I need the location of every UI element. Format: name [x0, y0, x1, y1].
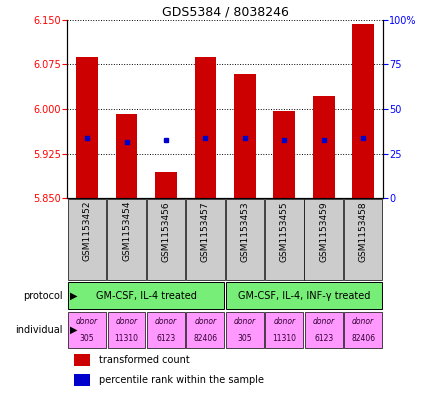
Text: GSM1153453: GSM1153453 — [240, 201, 249, 262]
Text: 11310: 11310 — [114, 334, 138, 343]
Bar — [264, 199, 303, 280]
Bar — [68, 283, 224, 309]
Text: GSM1153459: GSM1153459 — [319, 201, 327, 262]
Text: GSM1153454: GSM1153454 — [122, 201, 131, 261]
Text: ▶: ▶ — [69, 325, 77, 335]
Bar — [233, 75, 255, 198]
Bar — [265, 312, 302, 348]
Bar — [107, 312, 145, 348]
Bar — [155, 172, 176, 198]
Bar — [74, 354, 89, 366]
Text: 82406: 82406 — [193, 334, 217, 343]
Text: transformed count: transformed count — [99, 355, 189, 365]
Text: individual: individual — [16, 325, 63, 335]
Text: GM-CSF, IL-4, INF-γ treated: GM-CSF, IL-4, INF-γ treated — [237, 291, 369, 301]
Bar — [186, 199, 224, 280]
Bar — [343, 312, 381, 348]
Bar — [273, 111, 294, 198]
Bar — [186, 312, 224, 348]
Bar — [343, 199, 381, 280]
Text: 305: 305 — [237, 334, 252, 343]
Text: donor: donor — [155, 317, 177, 326]
Text: 6123: 6123 — [156, 334, 175, 343]
Text: GSM1153452: GSM1153452 — [82, 201, 92, 261]
Bar — [147, 312, 184, 348]
Title: GDS5384 / 8038246: GDS5384 / 8038246 — [161, 6, 288, 18]
Bar — [225, 283, 381, 309]
Bar — [304, 312, 342, 348]
Text: donor: donor — [115, 317, 137, 326]
Text: donor: donor — [312, 317, 334, 326]
Text: donor: donor — [76, 317, 98, 326]
Bar — [107, 199, 145, 280]
Text: GM-CSF, IL-4 treated: GM-CSF, IL-4 treated — [95, 291, 196, 301]
Bar — [225, 312, 263, 348]
Bar — [304, 199, 342, 280]
Text: protocol: protocol — [23, 291, 63, 301]
Bar — [352, 24, 373, 198]
Text: donor: donor — [273, 317, 295, 326]
Text: donor: donor — [351, 317, 373, 326]
Text: GSM1153457: GSM1153457 — [201, 201, 210, 262]
Text: donor: donor — [233, 317, 255, 326]
Bar — [146, 199, 185, 280]
Text: 11310: 11310 — [272, 334, 296, 343]
Bar — [68, 199, 106, 280]
Bar — [194, 57, 216, 198]
Bar — [225, 199, 263, 280]
Text: 305: 305 — [80, 334, 94, 343]
Bar — [115, 114, 137, 198]
Text: 6123: 6123 — [313, 334, 332, 343]
Text: GSM1153455: GSM1153455 — [279, 201, 288, 262]
Bar — [74, 374, 89, 386]
Text: GSM1153456: GSM1153456 — [161, 201, 170, 262]
Text: ▶: ▶ — [69, 291, 77, 301]
Text: donor: donor — [194, 317, 216, 326]
Text: percentile rank within the sample: percentile rank within the sample — [99, 375, 263, 385]
Text: GSM1153458: GSM1153458 — [358, 201, 367, 262]
Bar — [68, 312, 106, 348]
Bar — [312, 96, 334, 198]
Text: 82406: 82406 — [350, 334, 374, 343]
Bar — [76, 57, 98, 198]
